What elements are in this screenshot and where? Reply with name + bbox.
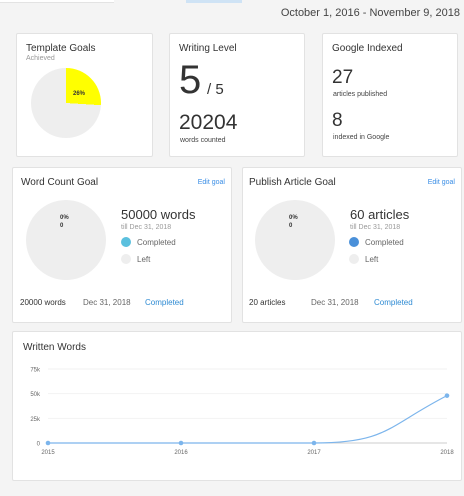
footer-status: Completed [145, 298, 184, 307]
x-tick-label: 2016 [174, 450, 188, 456]
completed-legend-dot [349, 237, 359, 247]
pie-percent-label: 26% [73, 91, 86, 97]
x-tick-label: 2015 [41, 450, 55, 456]
completed-legend-label: Completed [137, 238, 176, 247]
word-count-pie [26, 200, 106, 280]
footer-date: Dec 31, 2018 [311, 298, 359, 307]
goal-deadline: till Dec 31, 2018 [350, 224, 401, 231]
edit-goal-link[interactable]: Edit goal [427, 179, 455, 186]
y-tick-label: 75k [30, 368, 41, 374]
word-count-goal-card: Word Count Goal Edit goal 0% 0 50000 wor… [12, 167, 232, 323]
published-count: 27 [332, 67, 354, 88]
goal-value: 50000 words [121, 207, 196, 222]
card-title: Written Words [23, 342, 86, 353]
card-title: Template Goals [26, 43, 96, 54]
footer-date: Dec 31, 2018 [83, 298, 131, 307]
completed-legend-label: Completed [365, 238, 404, 247]
google-indexed-card: Google Indexed 27 articles published 8 i… [322, 33, 458, 157]
words-label: words counted [180, 137, 226, 144]
card-title: Google Indexed [332, 43, 403, 54]
writing-level-card: Writing Level 5 / 5 20204 words counted [169, 33, 305, 157]
publish-article-goal-card: Publish Article Goal Edit goal 0% 0 60 a… [242, 167, 462, 323]
goal-deadline: till Dec 31, 2018 [121, 224, 172, 231]
publish-article-pie [255, 200, 335, 280]
card-title: Word Count Goal [21, 177, 99, 188]
level-max: / 5 [207, 81, 224, 98]
card-title: Writing Level [179, 43, 237, 54]
y-tick-label: 25k [30, 417, 41, 423]
y-tick-label: 50k [30, 392, 41, 398]
template-goals-pie [31, 68, 101, 138]
data-point [178, 440, 184, 446]
top-tab-left[interactable] [0, 0, 114, 3]
completed-legend-dot [121, 237, 131, 247]
x-tick-label: 2018 [440, 450, 454, 456]
written-words-chart: 0 25k 50k 75k 2015 2016 2017 2018 [30, 368, 454, 457]
footer-status: Completed [374, 298, 413, 307]
indexed-label: indexed in Google [333, 134, 390, 141]
data-point [45, 440, 51, 446]
date-range[interactable]: October 1, 2016 - November 9, 2018 [280, 7, 460, 19]
pie-value-label: 0 [289, 223, 293, 229]
footer-count: 20000 words [20, 298, 66, 307]
card-title: Publish Article Goal [249, 177, 336, 188]
template-goals-card: Template Goals Achieved 26% [16, 33, 153, 157]
indexed-count: 8 [332, 110, 343, 131]
card-subtitle: Achieved [26, 55, 55, 62]
pie-percent-label: 0% [289, 215, 298, 221]
left-legend-dot [349, 254, 359, 264]
published-label: articles published [333, 91, 388, 98]
pie-percent-label: 0% [60, 215, 69, 221]
left-legend-dot [121, 254, 131, 264]
series-line [48, 395, 448, 444]
left-legend-label: Left [365, 255, 379, 264]
data-point [311, 440, 317, 446]
left-legend-label: Left [137, 255, 151, 264]
words-count: 20204 [179, 111, 238, 134]
top-tab-active[interactable] [186, 0, 242, 3]
y-tick-label: 0 [37, 442, 41, 448]
pie-value-label: 0 [60, 223, 64, 229]
level-value: 5 [179, 58, 202, 102]
top-strip: October 1, 2016 - November 9, 2018 [0, 0, 464, 28]
data-point [444, 393, 450, 398]
goal-value: 60 articles [350, 207, 410, 222]
edit-goal-link[interactable]: Edit goal [197, 179, 225, 186]
footer-count: 20 articles [249, 298, 286, 307]
x-tick-label: 2017 [307, 450, 321, 456]
written-words-card: Written Words 0 25k 50k 75k 2015 2016 2017 2018 [12, 331, 462, 481]
